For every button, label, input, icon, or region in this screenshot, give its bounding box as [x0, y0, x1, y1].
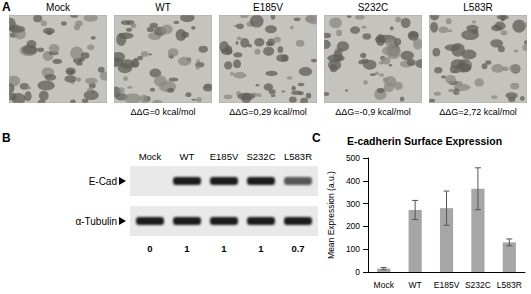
svg-text:E185V: E185V — [434, 280, 460, 290]
svg-text:L583R: L583R — [284, 151, 312, 162]
svg-text:L583R: L583R — [463, 2, 492, 13]
svg-text:WT: WT — [409, 280, 422, 290]
svg-text:E185V: E185V — [253, 2, 283, 13]
svg-text:1: 1 — [221, 243, 227, 254]
svg-text:C: C — [312, 131, 321, 145]
svg-text:Mean Expression (a.u.): Mean Expression (a.u.) — [326, 171, 336, 259]
svg-text:ΔΔG=0 kcal/mol: ΔΔG=0 kcal/mol — [131, 107, 196, 117]
svg-text:ΔΔG=-0,9 kcal/mol: ΔΔG=-0,9 kcal/mol — [335, 107, 410, 117]
svg-text:S232C: S232C — [358, 2, 389, 13]
svg-text:WT: WT — [155, 2, 171, 13]
svg-text:200: 200 — [346, 221, 360, 231]
svg-text:0.7: 0.7 — [291, 243, 304, 254]
svg-text:E185V: E185V — [210, 151, 239, 162]
svg-text:Mock: Mock — [139, 151, 162, 162]
svg-text:E-Cad: E-Cad — [89, 176, 117, 187]
svg-text:1: 1 — [258, 243, 264, 254]
svg-text:ΔΔG=2,72 kcal/mol: ΔΔG=2,72 kcal/mol — [439, 107, 516, 117]
svg-text:100: 100 — [346, 244, 360, 254]
svg-text:WT: WT — [180, 151, 195, 162]
svg-text:0: 0 — [147, 243, 152, 254]
svg-text:300: 300 — [346, 199, 360, 209]
svg-text:400: 400 — [346, 176, 360, 186]
svg-text:0: 0 — [355, 267, 360, 277]
svg-text:B: B — [2, 131, 11, 145]
svg-text:S232C: S232C — [246, 151, 275, 162]
svg-text:1: 1 — [184, 243, 190, 254]
svg-text:S232C: S232C — [465, 280, 491, 290]
svg-text:ΔΔG=0,29 kcal/mol: ΔΔG=0,29 kcal/mol — [229, 107, 306, 117]
svg-text:L583R: L583R — [497, 280, 522, 290]
svg-text:A: A — [2, 0, 11, 14]
svg-text:Mock: Mock — [374, 280, 395, 290]
svg-text:500: 500 — [346, 153, 360, 163]
svg-text:Mock: Mock — [46, 2, 71, 13]
svg-text:α-Tubulin: α-Tubulin — [75, 216, 117, 227]
svg-text:E-cadherin Surface Expression: E-cadherin Surface Expression — [347, 135, 502, 147]
